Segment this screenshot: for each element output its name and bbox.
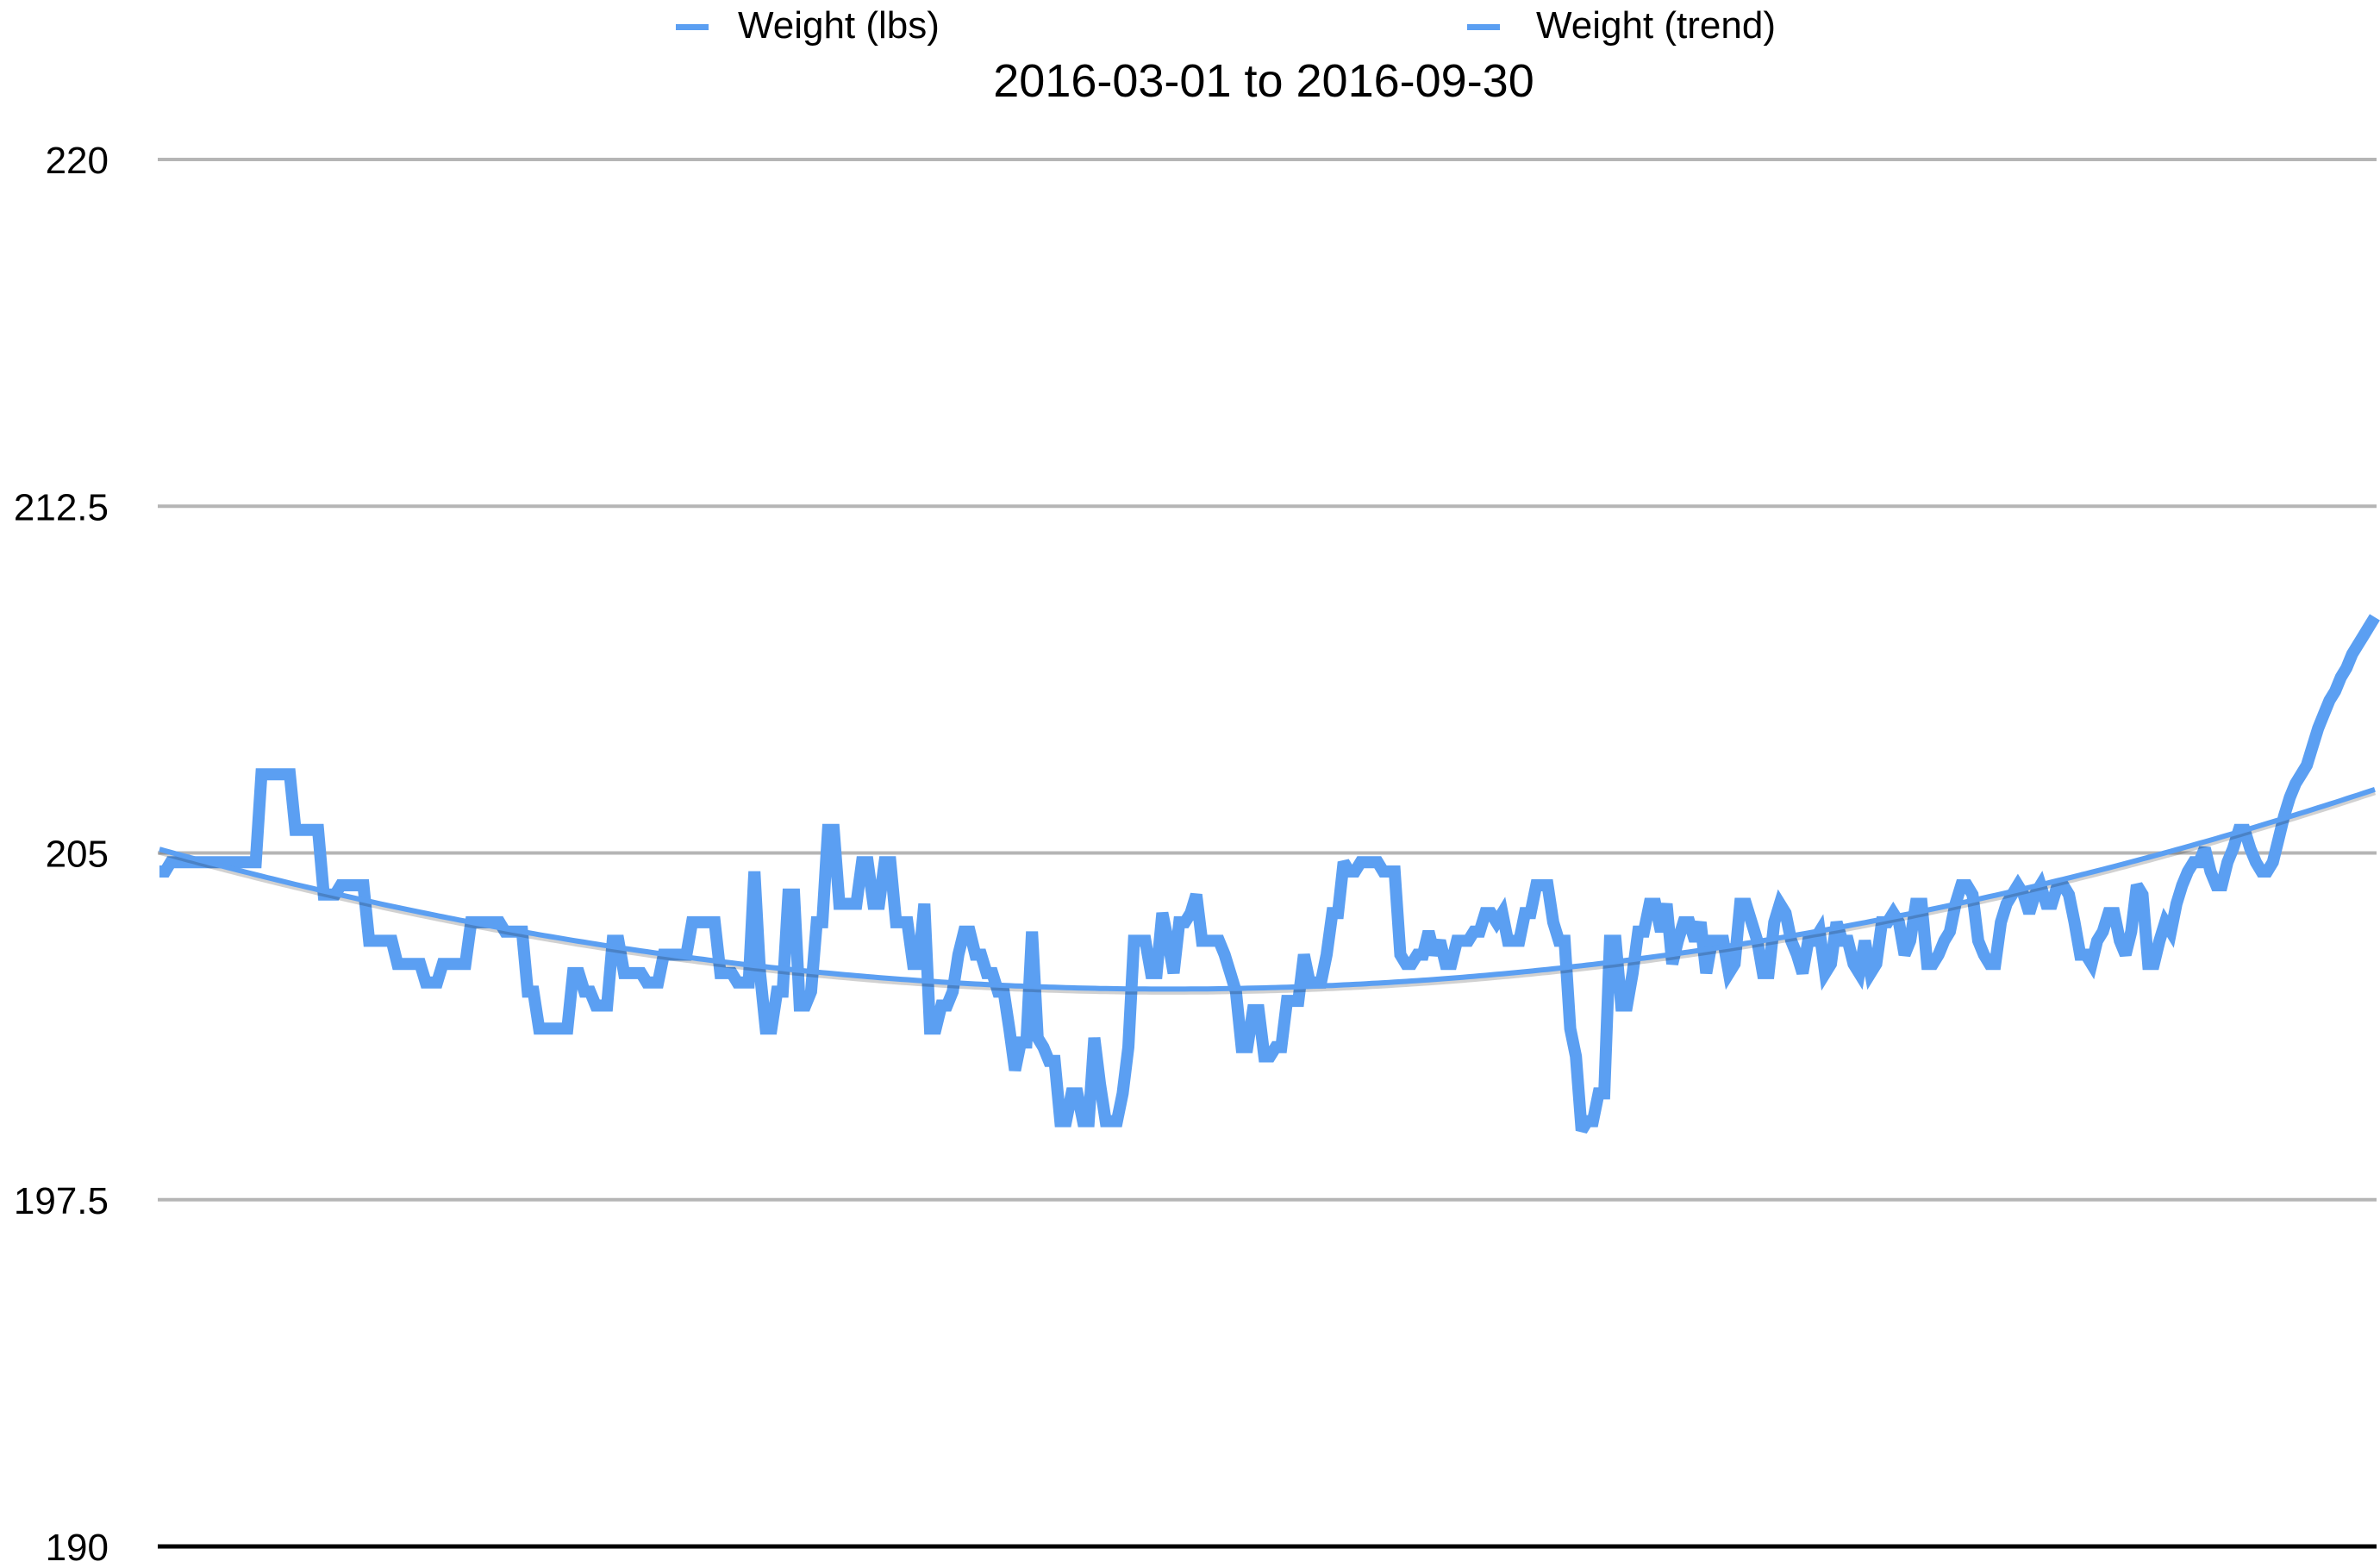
y-tick-label: 190 bbox=[46, 1527, 109, 1568]
chart-title: 2016-03-01 to 2016-09-30 bbox=[993, 55, 1534, 107]
legend-swatch-weight-trend bbox=[1467, 24, 1500, 30]
series-line-weight-trend bbox=[159, 786, 2376, 992]
y-tick-label: 197.5 bbox=[14, 1180, 109, 1222]
y-tick-label: 220 bbox=[46, 140, 109, 182]
y-tick-label: 205 bbox=[46, 834, 109, 876]
legend: Weight (lbs) Weight (trend) bbox=[676, 4, 1776, 47]
legend-label-weight-trend: Weight (trend) bbox=[1536, 4, 1776, 47]
y-tick-label: 212.5 bbox=[14, 486, 109, 528]
grid-layer: 190 197.5 205 212.5 220 bbox=[14, 140, 2377, 1568]
series-line-weight-lbs bbox=[159, 614, 2380, 1134]
legend-swatch-weight-lbs bbox=[676, 24, 709, 30]
series-layer bbox=[159, 614, 2380, 1134]
legend-label-weight-lbs: Weight (lbs) bbox=[738, 4, 940, 47]
